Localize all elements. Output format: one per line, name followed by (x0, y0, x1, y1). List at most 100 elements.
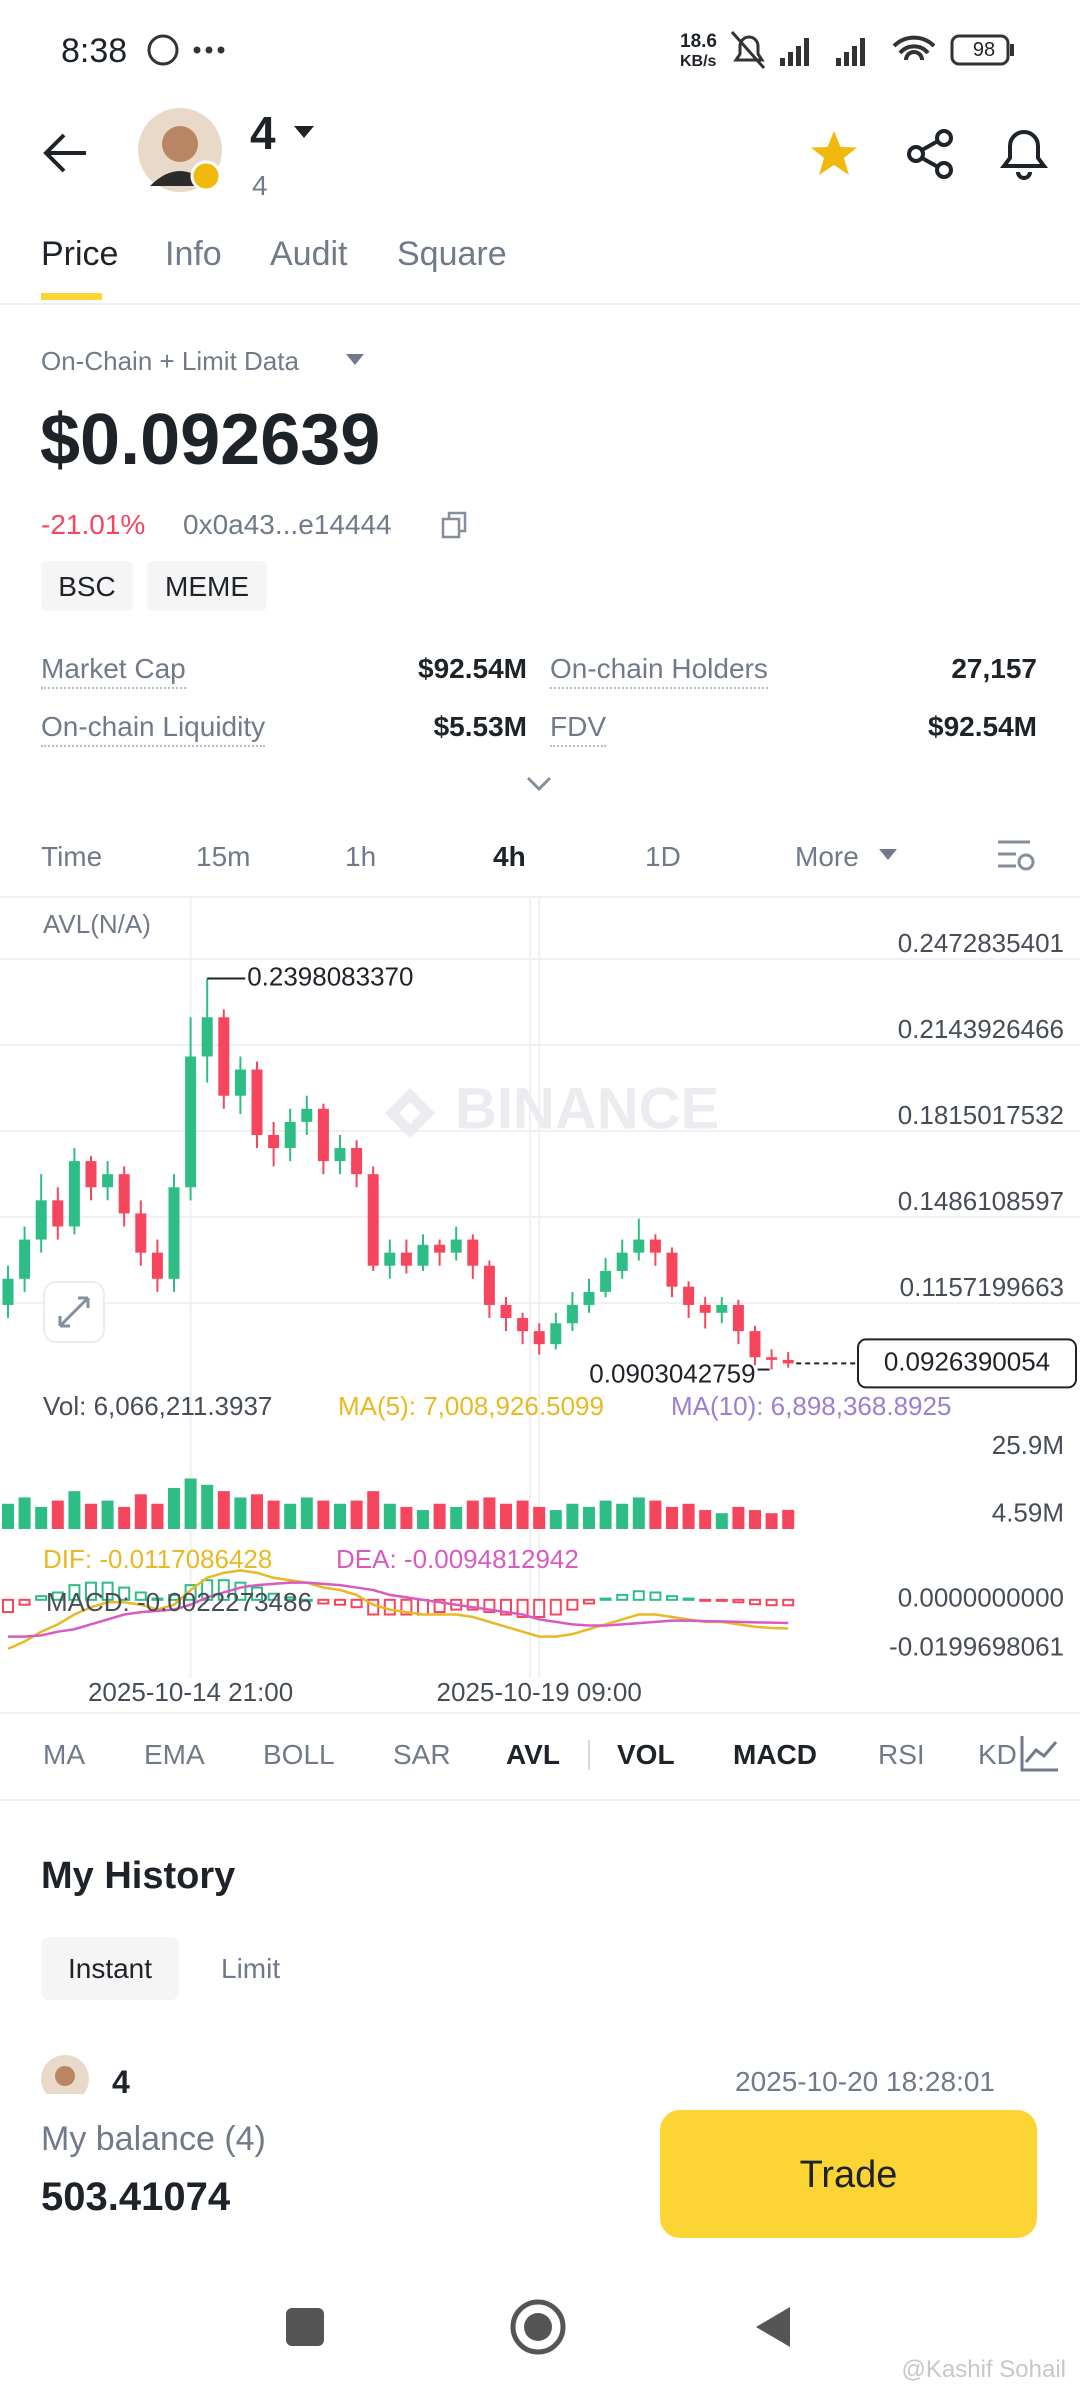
macd-bar (666, 1595, 678, 1601)
chip-label[interactable]: Instant (67, 1953, 153, 1984)
interval[interactable]: More (795, 841, 859, 872)
candle-body (168, 1187, 180, 1279)
volume-bar (2, 1503, 14, 1529)
indicator[interactable]: SAR (393, 1739, 451, 1770)
indicator[interactable]: MACD (733, 1739, 817, 1770)
macd-bar (350, 1598, 363, 1609)
indicator[interactable]: BOLL (263, 1739, 335, 1770)
volume-bar (549, 1510, 562, 1529)
trade-label[interactable]: Trade (799, 2154, 898, 2196)
volume-bar (267, 1500, 280, 1529)
indicator[interactable]: RSI (878, 1739, 925, 1770)
nav-back[interactable] (756, 2307, 790, 2347)
macd-bar (483, 1598, 496, 1614)
interval[interactable]: 1D (645, 841, 681, 872)
stat-label: On-chain Holders (550, 655, 768, 689)
volume-bar (18, 1497, 31, 1529)
macd-bar (649, 1591, 662, 1601)
alert-button[interactable] (998, 126, 1050, 180)
watermark: @Kashif Sohail (901, 2356, 1066, 2383)
candle-body (450, 1239, 462, 1253)
volume-bar (450, 1506, 463, 1529)
nav-bar (286, 2299, 790, 2355)
macd-bar (549, 1598, 562, 1616)
y-tick-label: 0.0000000000 (898, 1583, 1064, 1613)
macd-bar (267, 1592, 280, 1601)
interval[interactable]: 15m (196, 841, 251, 872)
tab[interactable]: Price (41, 235, 119, 273)
candle-body (749, 1331, 761, 1358)
candle-body (600, 1270, 612, 1292)
indicator[interactable]: VOL (617, 1739, 675, 1770)
chip-label[interactable]: Limit (221, 1953, 281, 1984)
volume-bar (367, 1491, 380, 1529)
chart-watermark: BINANCE (455, 1076, 719, 1141)
candle-body (467, 1239, 479, 1266)
back-button[interactable] (40, 130, 90, 176)
macd-bar (35, 1595, 48, 1601)
macd-line (7, 1569, 789, 1650)
interval[interactable]: Time (41, 841, 103, 872)
tab-indicator (41, 293, 102, 300)
chart-settings[interactable] (996, 836, 1036, 876)
stat-value: $5.53M (433, 711, 527, 742)
indicator[interactable]: EMA (144, 1739, 205, 1770)
legend-item: MACD: -0.0022273486 (46, 1587, 312, 1617)
source-caret[interactable] (344, 352, 366, 368)
copy-button[interactable] (440, 510, 468, 540)
share-button[interactable] (904, 128, 956, 180)
volume-bar (533, 1506, 546, 1529)
legend-item: MA(10): 6,898,368.8925 (671, 1391, 951, 1421)
title-caret[interactable] (292, 124, 316, 140)
nav-recent[interactable] (286, 2308, 324, 2346)
volume-bar (251, 1494, 263, 1529)
divider (0, 1712, 1080, 1714)
stat-label: On-chain Liquidity (41, 713, 266, 747)
macd-bar (51, 1591, 64, 1601)
tab[interactable]: Audit (270, 235, 348, 273)
macd-bar (151, 1597, 164, 1601)
candle-body (417, 1244, 429, 1266)
volume-bar (500, 1503, 512, 1529)
macd-bar (616, 1593, 629, 1601)
data-source[interactable]: On-Chain + Limit Data (41, 346, 299, 376)
tab[interactable]: Square (397, 235, 507, 273)
volume-bar (632, 1497, 645, 1529)
macd-bar (782, 1598, 795, 1607)
interval[interactable]: 4h (493, 841, 526, 872)
y-tick-label: 0.1815017532 (898, 1100, 1064, 1130)
candle-body (284, 1121, 296, 1149)
indicator[interactable]: KD (978, 1741, 1017, 1769)
candle-body (367, 1174, 379, 1266)
indicator-settings[interactable] (1018, 1734, 1062, 1774)
chip-active[interactable] (41, 1937, 179, 2000)
candle-body (2, 1278, 14, 1305)
macd-bar (118, 1586, 131, 1601)
candle-body (52, 1200, 64, 1227)
indicator[interactable]: AVL (506, 1739, 560, 1770)
nav-home[interactable] (510, 2299, 566, 2355)
expand-stats[interactable] (526, 776, 552, 792)
volume-bar (35, 1506, 48, 1529)
x-tick-label: 2025-10-19 09:00 (437, 1677, 642, 1707)
token-title[interactable]: 4 (250, 107, 276, 159)
y-tick-label: 4.59M (992, 1497, 1064, 1527)
candle-body (35, 1200, 47, 1240)
indicator[interactable]: MA (43, 1739, 85, 1770)
macd-bar (599, 1597, 612, 1601)
row-token[interactable]: 4 (112, 2064, 130, 2100)
more-caret[interactable] (878, 848, 898, 862)
macd-bar (85, 1581, 97, 1601)
candle-body (716, 1304, 728, 1313)
volume-bar (699, 1510, 712, 1529)
candle-body (782, 1359, 794, 1364)
volume-bar (101, 1500, 114, 1529)
volume-bar (417, 1510, 429, 1529)
macd-bar (300, 1598, 313, 1602)
tab[interactable]: Info (165, 235, 222, 273)
volume-bar (466, 1500, 479, 1529)
interval[interactable]: 1h (345, 841, 377, 872)
volume-bar (334, 1503, 346, 1529)
trade-button[interactable] (660, 2110, 1037, 2238)
favorite-button[interactable] (808, 128, 860, 180)
